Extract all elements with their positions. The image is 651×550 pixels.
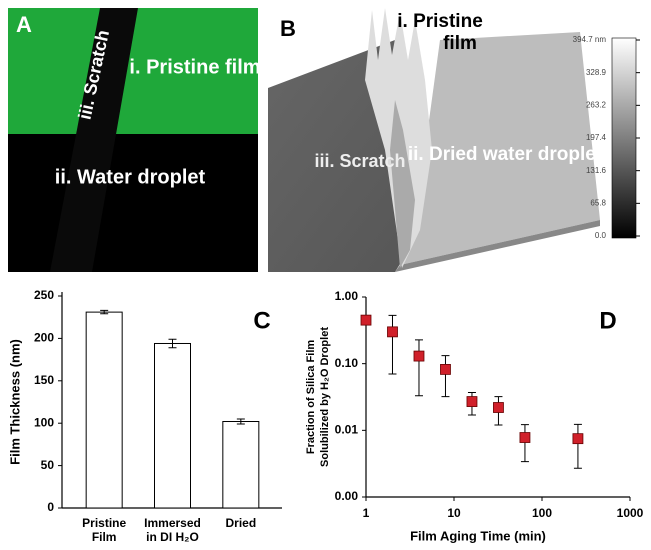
colorbar-tick-label: 263.2 — [586, 100, 607, 109]
y-axis-label: Film Thickness (nm) — [7, 339, 22, 465]
scratch-region — [50, 8, 138, 272]
panel-label: A — [16, 12, 32, 37]
point — [413, 350, 425, 362]
x-tick-label: 1 — [363, 506, 370, 520]
panel-b: B 394.7 nm 328.9 263.2 197.4 131.6 65.8 0.0 ii… — [268, 8, 640, 272]
colorbar-tick-label: 197.4 — [586, 133, 607, 142]
surface-right — [400, 32, 600, 265]
surface-edge — [395, 220, 600, 272]
y-tick-label: 100 — [34, 415, 54, 429]
colorbar-tick-label: 328.9 — [586, 68, 607, 77]
panel-label: D — [599, 307, 616, 334]
error-bar — [441, 355, 450, 398]
y-tick-label: 200 — [34, 331, 54, 345]
image-label: i. Pristine film — [397, 11, 483, 54]
error-bar — [388, 314, 397, 375]
point — [360, 314, 372, 326]
error-bar — [520, 424, 529, 463]
x-tick-label: 100 — [532, 506, 552, 520]
y-axis-label: Solubilized by H₂O Droplet — [319, 327, 331, 467]
panel-label: B — [280, 16, 296, 41]
y-tick-label: 150 — [34, 373, 54, 387]
x-tick-label: 1000 — [617, 506, 644, 520]
image-label: iii. Scratch — [314, 151, 405, 171]
colorbar-tick-label: 0.0 — [595, 231, 607, 240]
bar — [154, 342, 191, 509]
image-label: ii. Water droplet — [55, 166, 206, 188]
y-tick-label: 0.01 — [335, 423, 359, 437]
x-axis-label: Film Aging Time (min) — [410, 528, 546, 543]
error-bar — [573, 423, 582, 469]
point — [387, 326, 398, 338]
image-label: ii. Dried water droplet — [408, 144, 603, 165]
x-tick-label: 10 — [447, 506, 461, 520]
point — [493, 402, 504, 413]
bar — [85, 311, 123, 509]
image-label: i. Pristine film — [129, 56, 260, 78]
colorbar-tick-label: 131.6 — [586, 166, 607, 175]
colorbar — [611, 37, 637, 239]
y-tick-label: 50 — [41, 458, 55, 472]
y-axis-label: Fraction of Silica Film — [305, 340, 317, 455]
point — [519, 432, 531, 443]
point — [572, 433, 584, 445]
panel-a: A i. Pristine film iii. Scratch ii. Wate… — [8, 8, 261, 272]
point — [466, 396, 478, 407]
x-tick-label: Pristine Film — [82, 516, 127, 544]
colorbar-tick-label: 65.8 — [590, 198, 606, 207]
y-tick-label: 250 — [34, 288, 54, 302]
error-bar — [236, 418, 245, 425]
surface-ridge — [390, 100, 415, 268]
y-tick-label: 0.00 — [335, 489, 359, 503]
colorbar-tick-label: 394.7 nm — [573, 35, 607, 44]
x-tick-label: Immersed in DI H₂O — [144, 516, 201, 544]
error-bar — [168, 338, 177, 349]
point — [440, 364, 451, 375]
y-tick-label: 0 — [47, 500, 54, 514]
error-bar — [414, 339, 423, 397]
colorbar-ticks: 394.7 nm 328.9 263.2 197.4 131.6 65.8 0.0 — [573, 35, 640, 240]
x-tick-label: Dried — [225, 516, 257, 530]
bar — [222, 421, 260, 509]
error-bar — [100, 309, 109, 315]
y-tick-label: 1.00 — [335, 289, 359, 303]
panel-label: C — [253, 307, 270, 334]
y-tick-label: 0.10 — [335, 356, 359, 370]
